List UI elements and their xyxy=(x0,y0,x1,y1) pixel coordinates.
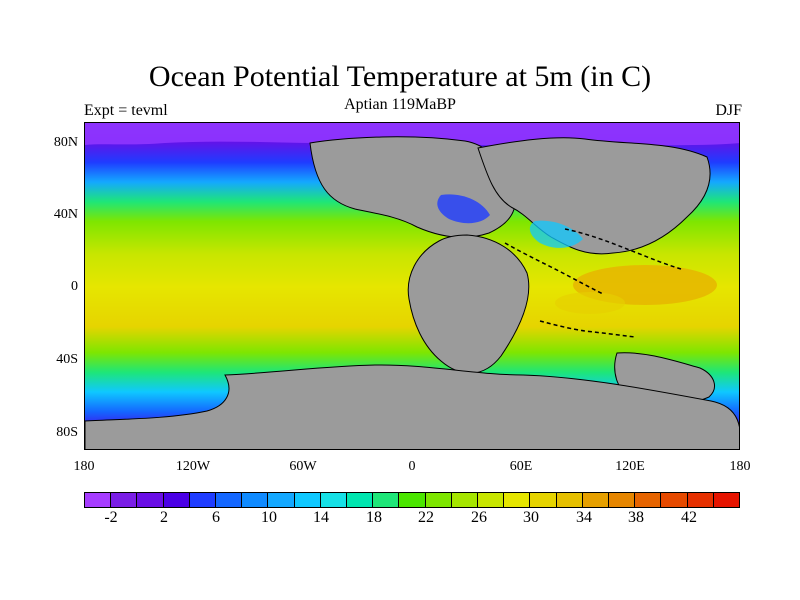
colorbar-box-14 xyxy=(451,493,479,507)
plot-title: Ocean Potential Temperature at 5m (in C) xyxy=(148,60,652,93)
lon-tick-180-left: 180 xyxy=(73,459,95,474)
temperature-map xyxy=(84,122,740,450)
colorbar-label-22: 22 xyxy=(418,509,434,526)
lon-tick-120e: 120E xyxy=(615,459,645,474)
colorbar-box-15 xyxy=(478,493,505,507)
season-label: DJF xyxy=(715,102,742,119)
colorbar-label-38: 38 xyxy=(628,509,644,526)
colorbar-label-30: 30 xyxy=(523,509,539,526)
colorbar-label-34: 34 xyxy=(576,509,592,526)
colorbar-box-7 xyxy=(268,493,295,507)
colorbar-box-19 xyxy=(582,493,610,507)
antarctica-landmass xyxy=(85,364,739,449)
colorbar-label-42: 42 xyxy=(681,509,697,526)
colorbar-box-10 xyxy=(347,493,374,507)
north-atlantic-cool-water xyxy=(437,194,490,224)
colorbar-box-6 xyxy=(242,493,269,507)
colorbar-box-9 xyxy=(320,493,348,507)
colorbar-label-6: 6 xyxy=(212,509,220,526)
lon-tick-60e: 60E xyxy=(509,459,533,474)
colorbar-label-2: 2 xyxy=(160,509,168,526)
colorbar-box-12 xyxy=(399,493,426,507)
colorbar-box-21 xyxy=(635,493,662,507)
colorbar-box-4 xyxy=(189,493,217,507)
africa-south-america-landmass xyxy=(407,234,530,374)
lat-tick-40s: 40S xyxy=(56,352,78,367)
colorbar-label-14: 14 xyxy=(313,509,329,526)
colorbar-box-3 xyxy=(163,493,190,507)
lat-tick-80s: 80S xyxy=(56,425,78,440)
colorbar-box-16 xyxy=(504,493,531,507)
colorbar-box-17 xyxy=(530,493,557,507)
island-arc-line-2 xyxy=(564,228,682,270)
lon-tick-120w: 120W xyxy=(175,459,211,474)
colorbar-box-0 xyxy=(85,493,112,507)
colorbar-box-2 xyxy=(137,493,164,507)
colorbar-box-1 xyxy=(111,493,138,507)
period-label: Aptian 119MaBP xyxy=(344,96,456,113)
colorbar-box-5 xyxy=(216,493,243,507)
lon-tick-180-right: 180 xyxy=(729,459,751,474)
colorbar-box-8 xyxy=(294,493,321,507)
colorbar-box-11 xyxy=(373,493,400,507)
lon-tick-0: 0 xyxy=(408,459,416,474)
ocean-temperature-map xyxy=(85,123,739,449)
lat-tick-80n: 80N xyxy=(53,135,78,150)
colorbar-label-neg2: -2 xyxy=(104,509,118,526)
colorbar-label-18: 18 xyxy=(366,509,382,526)
colorbar-box-20 xyxy=(609,493,636,507)
island-arc-line-1 xyxy=(504,242,604,295)
colorbar-box-22 xyxy=(661,493,688,507)
tethys-cool-water xyxy=(529,220,583,248)
lat-tick-40n: 40N xyxy=(53,207,78,222)
colorbar-box-23 xyxy=(687,493,714,507)
experiment-label: Expt = tevml xyxy=(84,102,168,119)
warm-pool-extension xyxy=(555,292,625,314)
colorbar-box-18 xyxy=(556,493,583,507)
colorbar-label-26: 26 xyxy=(471,509,487,526)
colorbar-label-10: 10 xyxy=(261,509,277,526)
lon-tick-60w: 60W xyxy=(289,459,317,474)
colorbar-box-24 xyxy=(713,493,740,507)
colorbar-box-13 xyxy=(425,493,452,507)
lat-tick-eq: 0 xyxy=(71,279,78,294)
temperature-colorbar xyxy=(84,492,740,508)
